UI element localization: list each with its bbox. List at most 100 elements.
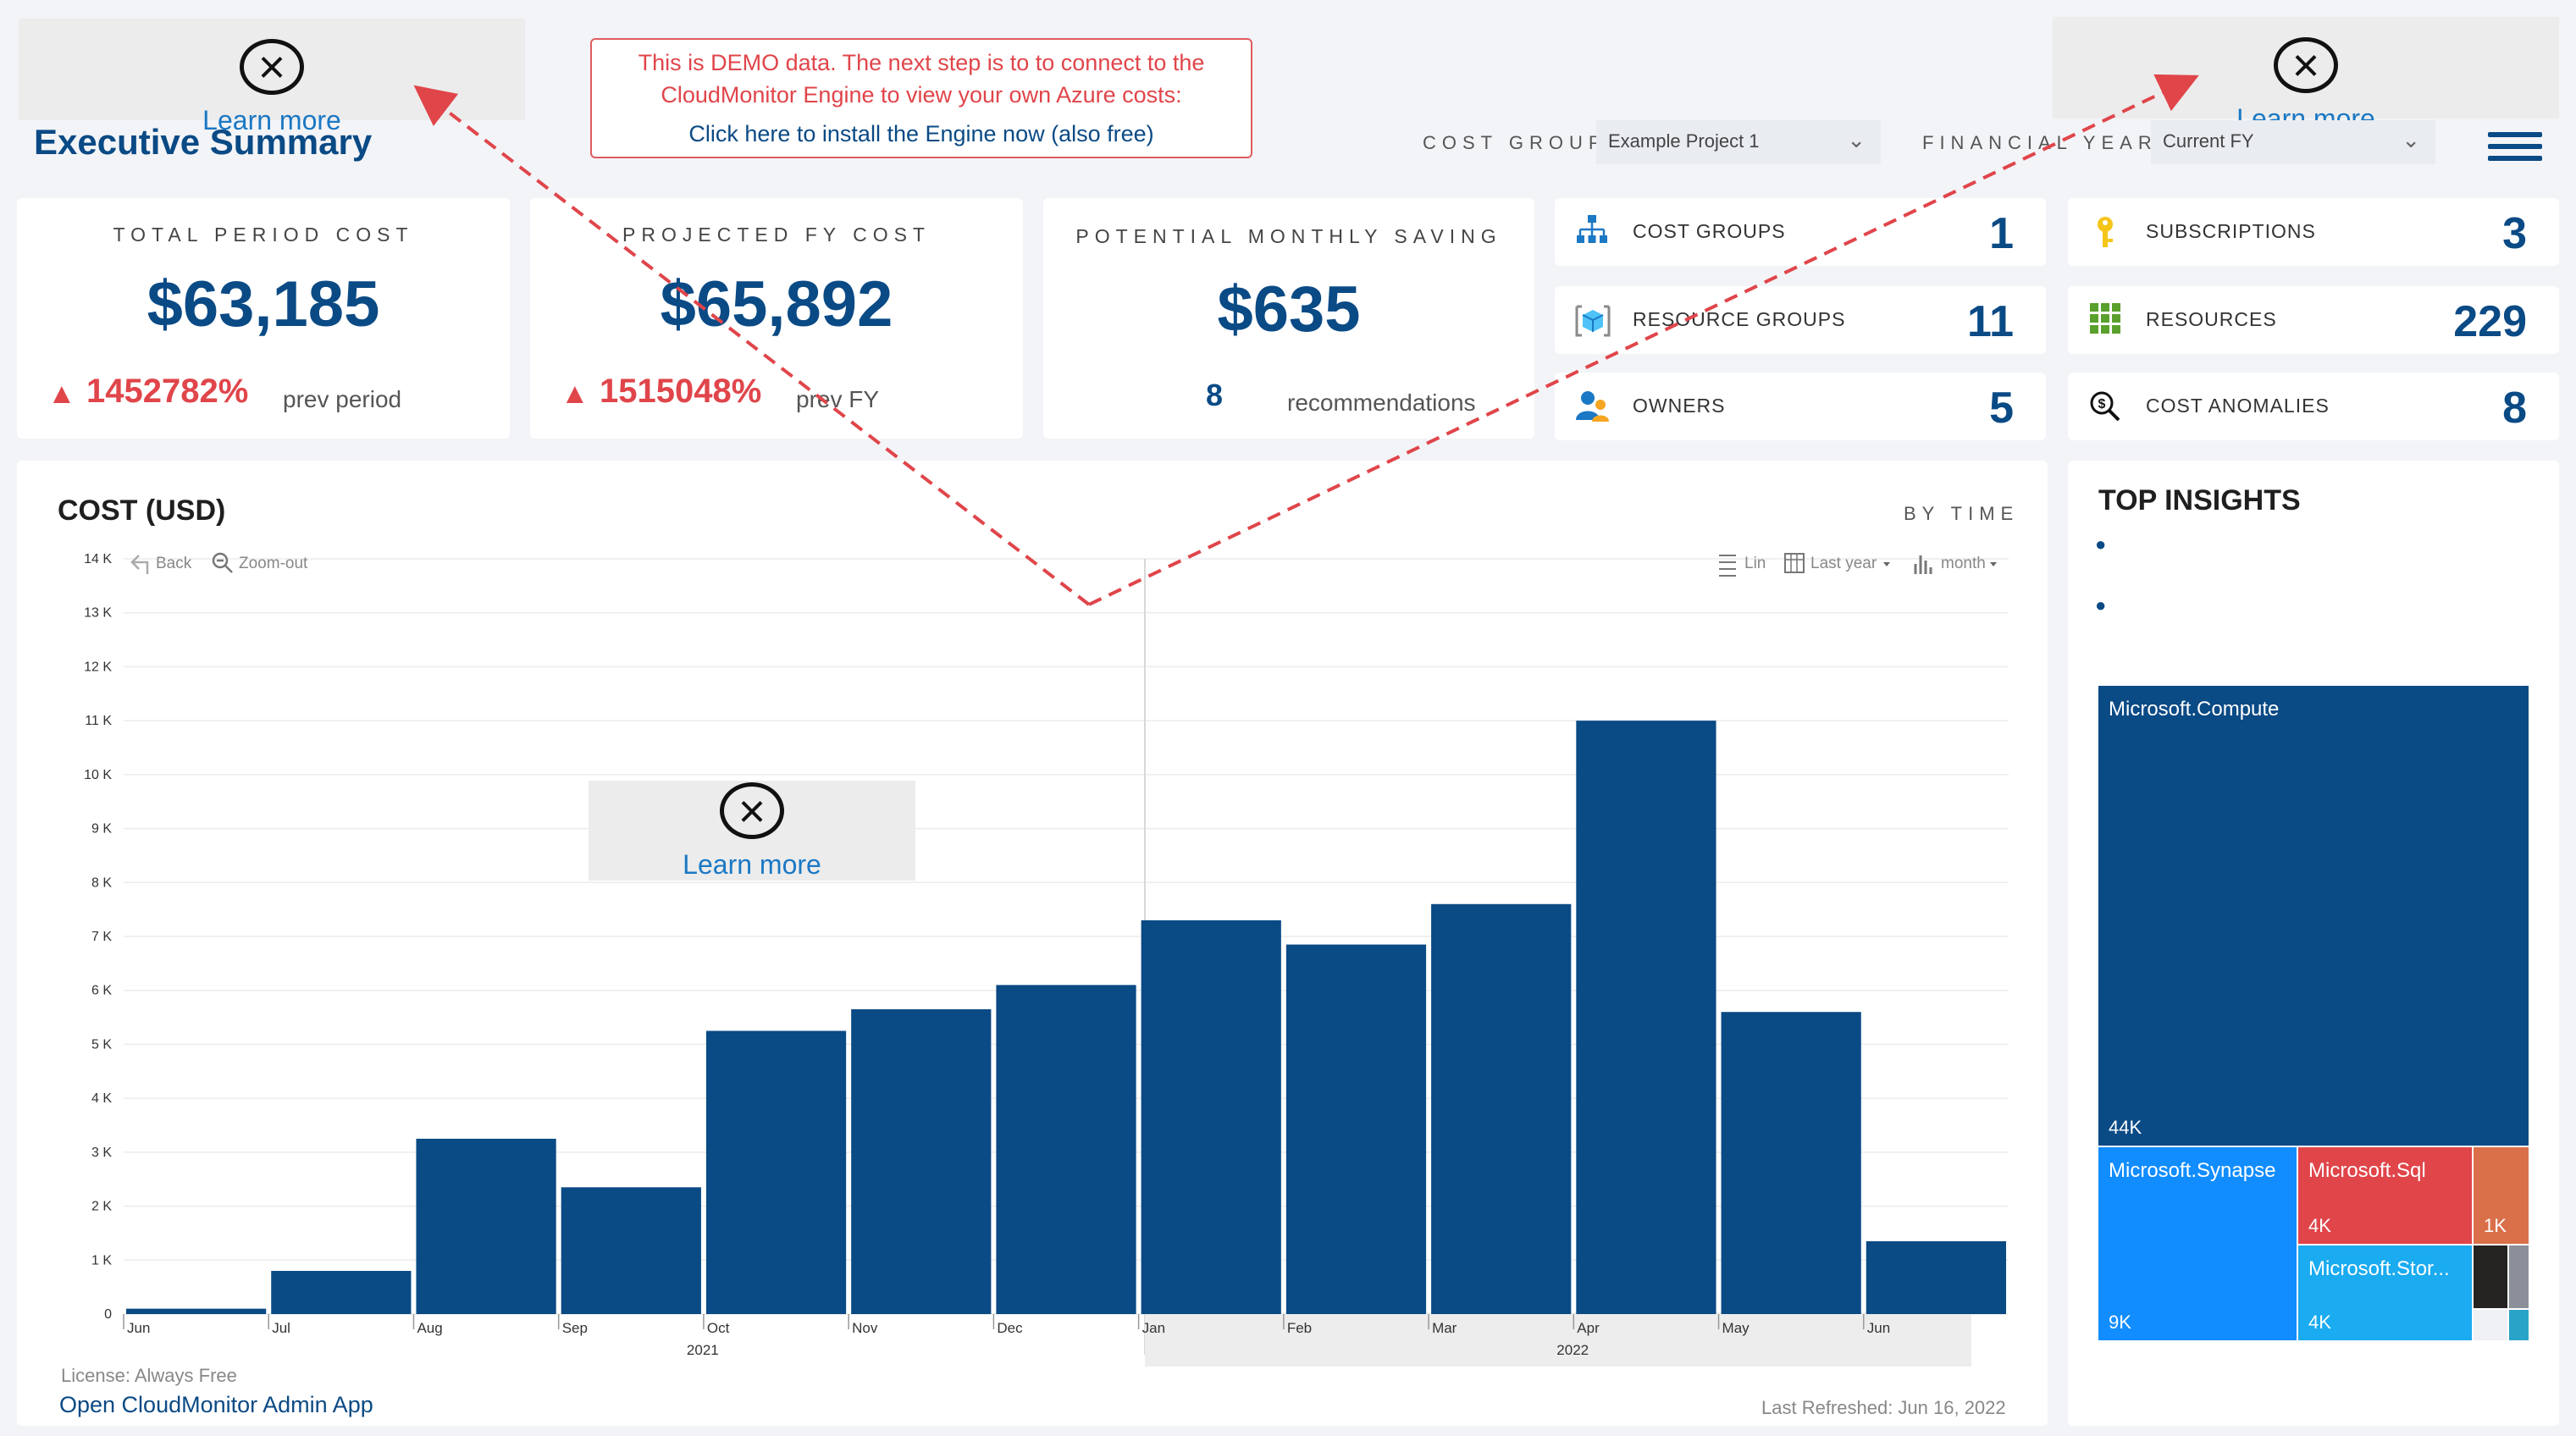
financial-year-dropdown[interactable]: Current FY ⌄ (2151, 120, 2435, 164)
interval-label: month (1941, 555, 1986, 572)
x-tick-label: Feb (1287, 1320, 1312, 1336)
treemap-value: 9K (2109, 1312, 2131, 1333)
range-dropdown[interactable]: Last year (1784, 553, 1890, 573)
top-insights-panel: TOP INSIGHTS ● ● Microsoft.Compute 44K M… (2068, 461, 2559, 1426)
treemap-tile-small[interactable] (2474, 1245, 2507, 1308)
treemap-tile-other[interactable]: 1K (2474, 1147, 2529, 1244)
x-axis-ticks: Jun Jul Aug Sep Oct Nov Dec Jan Feb Mar Apr May Jun 2… (123, 1314, 1890, 1358)
y-tick-label: 10 K (84, 768, 112, 782)
treemap-label: Microsoft.Compute (2109, 698, 2280, 721)
zoom-out-label: Zoom-out (239, 555, 308, 572)
license-text: License: Always Free (61, 1365, 237, 1386)
y-tick-label: 4 K (91, 1091, 112, 1106)
map-pin-icon[interactable]: ● (2095, 594, 2107, 616)
y-tick-label: 12 K (84, 660, 112, 674)
chart-bar[interactable] (416, 1138, 556, 1314)
treemap-tile-small[interactable] (2474, 1310, 2507, 1340)
treemap-value: 1K (2484, 1215, 2507, 1236)
treemap-tile-compute[interactable]: Microsoft.Compute 44K (2098, 686, 2529, 1146)
x-tick-label: Nov (852, 1320, 878, 1336)
treemap-tile-synapse[interactable]: Microsoft.Synapse 9K (2098, 1147, 2297, 1340)
back-button[interactable]: Back (130, 555, 192, 574)
chart-bar[interactable] (705, 1030, 847, 1315)
triangle-up-icon: ▲ (47, 378, 76, 410)
y-tick-label: 5 K (91, 1037, 112, 1052)
x-tick-label: Jan (1142, 1320, 1165, 1336)
x-year-label: 2022 (1556, 1342, 1589, 1358)
y-tick-label: 13 K (84, 606, 112, 621)
treemap-label: Microsoft.Sql (2308, 1159, 2426, 1182)
chart-bar[interactable] (271, 1271, 412, 1314)
last-refreshed-text: Last Refreshed: Jun 16, 2022 (1761, 1397, 2006, 1418)
treemap-value: 4K (2308, 1312, 2331, 1333)
range-label: Last year (1810, 555, 1877, 572)
treemap-tile-small[interactable] (2509, 1245, 2529, 1308)
kpi-label: TOTAL PERIOD COST (113, 224, 414, 246)
chart-bar[interactable] (1141, 920, 1281, 1314)
treemap-tile-sql[interactable]: Microsoft.Sql 4K (2298, 1147, 2472, 1244)
close-icon[interactable]: × (240, 39, 304, 95)
map-pin-icon[interactable]: ● (2095, 533, 2107, 555)
chart-bar[interactable] (1866, 1240, 2006, 1314)
x-tick-label: Jun (1867, 1320, 1890, 1336)
treemap-value: 4K (2308, 1215, 2331, 1236)
learn-more-link[interactable]: Learn more (202, 105, 341, 135)
treemap-tile-small[interactable] (2509, 1310, 2529, 1340)
stat-value: 3 (2502, 209, 2527, 258)
y-tick-label: 1 K (91, 1253, 112, 1268)
kpi-change: 1452782% (86, 373, 249, 410)
y-tick-label: 7 K (91, 930, 112, 944)
treemap-value: 44K (2109, 1117, 2142, 1138)
x-tick-label: Jul (272, 1320, 290, 1336)
chart-bar[interactable] (996, 985, 1136, 1314)
close-icon[interactable]: × (720, 782, 784, 839)
stat-value: 8 (2502, 384, 2527, 433)
y-tick-label: 14 K (84, 552, 112, 566)
menu-icon[interactable] (2488, 132, 2542, 168)
y-tick-label: 2 K (91, 1200, 112, 1214)
demo-notice-line1: This is DEMO data. The next step is to t… (638, 50, 1205, 75)
x-tick-label: Oct (707, 1320, 730, 1336)
interval-dropdown[interactable]: month (1914, 555, 1997, 574)
future-period-shade (1145, 1312, 1971, 1367)
x-tick-label: Sep (562, 1320, 588, 1336)
chart-bar[interactable] (1576, 721, 1716, 1314)
ad-box-chart[interactable]: × Learn more (589, 781, 915, 881)
y-tick-label: 0 (104, 1307, 112, 1322)
treemap-label: Microsoft.Stor... (2308, 1257, 2450, 1280)
chart-title: COST (USD) (58, 494, 226, 527)
zoom-out-button[interactable]: Zoom-out (212, 552, 308, 573)
x-tick-label: Dec (997, 1320, 1023, 1336)
x-tick-label: Jun (127, 1320, 150, 1336)
lin-label: Lin (1744, 555, 1766, 572)
y-axis-ticks: 0 1 K 2 K 3 K 4 K 5 K 6 K 7 K 8 K 9 K 10 K 11 K 12 K… (84, 552, 112, 1322)
chart-bar[interactable] (126, 1308, 267, 1314)
chart-bar[interactable] (1721, 1012, 1861, 1314)
x-tick-label: Mar (1432, 1320, 1457, 1336)
bars (126, 721, 2006, 1314)
open-admin-app-link[interactable]: Open CloudMonitor Admin App (59, 1392, 373, 1417)
x-tick-label: Apr (1577, 1320, 1600, 1336)
learn-more-link[interactable]: Learn more (683, 849, 821, 880)
chart-bar[interactable] (1431, 903, 1572, 1314)
kpi-sub: prev period (283, 386, 402, 412)
x-tick-label: Aug (417, 1320, 442, 1336)
y-tick-label: 11 K (85, 714, 112, 728)
back-label: Back (156, 555, 192, 572)
chart-bar[interactable] (1285, 944, 1427, 1314)
chart-bar[interactable] (561, 1187, 701, 1314)
y-tick-label: 8 K (91, 875, 112, 890)
y-tick-label: 9 K (91, 822, 112, 837)
treemap-tile-storage[interactable]: Microsoft.Stor... 4K (2298, 1245, 2472, 1340)
kpi-value: $63,185 (146, 268, 380, 340)
ad-box-right[interactable]: × Learn more (2053, 17, 2559, 134)
page-title: Executive Summary (34, 122, 373, 162)
treemap-label: Microsoft.Synapse (2109, 1159, 2276, 1182)
stat-value: 229 (2453, 297, 2527, 346)
y-tick-label: 6 K (91, 984, 112, 998)
close-icon[interactable]: × (2274, 37, 2338, 93)
linear-scale-toggle[interactable]: Lin (1719, 555, 1766, 577)
x-year-label: 2021 (687, 1342, 719, 1358)
chart-bar[interactable] (851, 1009, 992, 1314)
